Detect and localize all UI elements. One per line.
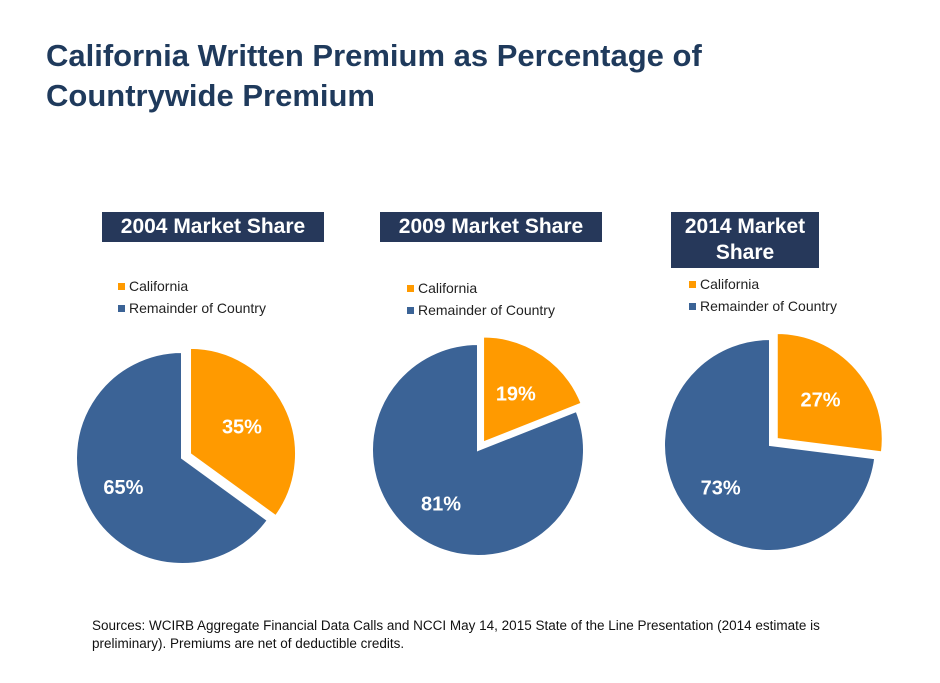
data-label-remainder-of-country: 81%: [421, 493, 461, 515]
legend-label-remainder: Remainder of Country: [418, 302, 555, 318]
page-title: California Written Premium as Percentage…: [46, 38, 702, 113]
pie-slice-remainder-of-country: [663, 337, 877, 552]
legend-label-remainder: Remainder of Country: [700, 298, 837, 314]
pie-slice-remainder-of-country: [75, 350, 270, 565]
pie-chart-2004: 35% 65%: [75, 346, 298, 565]
chart-legend-2009: California Remainder of Country: [407, 277, 555, 321]
chart-title-2004: 2004 Market Share: [102, 212, 324, 242]
data-label-california: 27%: [800, 389, 840, 411]
legend-swatch-remainder: [689, 302, 696, 310]
legend-item-remainder: Remainder of Country: [407, 299, 555, 321]
legend-swatch-california: [689, 280, 696, 288]
legend-item-california: California: [407, 277, 555, 299]
legend-swatch-california: [407, 284, 414, 292]
data-label-remainder-of-country: 65%: [103, 477, 143, 499]
pie-slice-california: [775, 332, 884, 454]
chart-legend-2004: California Remainder of Country: [118, 275, 266, 319]
pie-slice-california: [482, 335, 583, 445]
legend-swatch-remainder: [118, 304, 125, 312]
data-label-remainder-of-country: 73%: [701, 477, 741, 499]
legend-label-remainder: Remainder of Country: [129, 300, 266, 316]
legend-item-remainder: Remainder of Country: [689, 295, 837, 317]
pie-chart-2009: 19% 81%: [371, 335, 585, 557]
chart-title-2014: 2014 Market Share: [671, 212, 819, 268]
legend-label-california: California: [700, 276, 760, 292]
legend-label-california: California: [418, 280, 478, 296]
chart-legend-2014: California Remainder of Country: [689, 273, 837, 317]
legend-swatch-california: [118, 282, 125, 290]
data-label-california: 19%: [496, 383, 536, 405]
legend-swatch-remainder: [407, 306, 414, 314]
pie-chart-2014: 27% 73%: [663, 332, 884, 552]
legend-item-california: California: [118, 275, 266, 297]
data-label-california: 35%: [222, 416, 262, 438]
legend-item-remainder: Remainder of Country: [118, 297, 266, 319]
source-note: Sources: WCIRB Aggregate Financial Data …: [92, 618, 820, 651]
chart-title-2009: 2009 Market Share: [380, 212, 602, 242]
pie-slice-california: [189, 346, 298, 518]
pie-slice-remainder-of-country: [371, 342, 585, 557]
legend-label-california: California: [129, 278, 189, 294]
legend-item-california: California: [689, 273, 837, 295]
